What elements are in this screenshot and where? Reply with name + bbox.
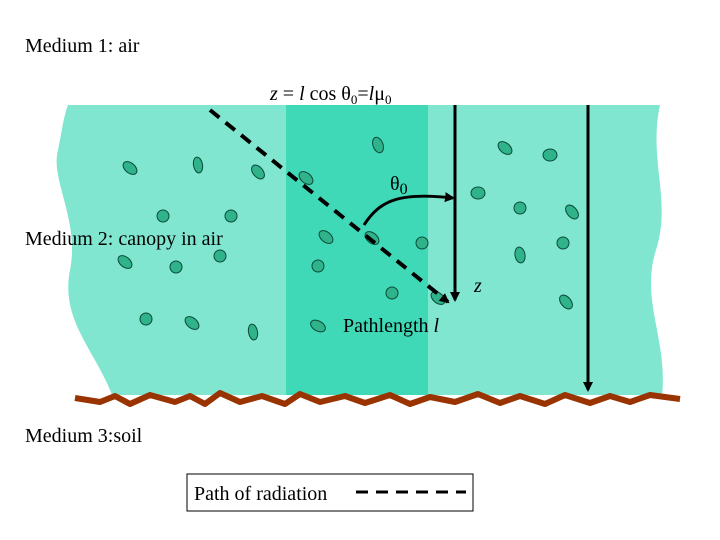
theta: θ (390, 173, 400, 195)
formula-part: = (357, 83, 368, 105)
pathlength-symbol: l (434, 315, 440, 337)
formula-part: = (278, 83, 299, 105)
formula-part: 0 (351, 92, 358, 107)
formula-part: 0 (385, 92, 392, 107)
angle-arc (362, 192, 455, 226)
soil (74, 390, 681, 407)
leaves (117, 136, 579, 341)
medium3-label: Medium 3:soil (25, 425, 143, 447)
medium2-label: Medium 2: canopy in air (25, 228, 223, 250)
formula-part: z (269, 83, 278, 105)
radiation-path (208, 108, 450, 304)
legend-text: Path of radiation (194, 483, 327, 505)
pathlength-text: Pathlength (343, 315, 434, 337)
theta-label: θ0 (390, 173, 408, 198)
z-label: z (473, 275, 482, 297)
formula-part: l (369, 83, 375, 105)
formula-part: cos θ (305, 83, 351, 105)
sunlit-strip (286, 105, 428, 395)
formula-part: μ (374, 83, 385, 105)
formula: z = l cos θ0=lμ0 (269, 83, 391, 107)
formula-part: l (299, 83, 305, 105)
legend: Path of radiation (186, 473, 474, 512)
medium1-label: Medium 1: air (25, 35, 140, 57)
pathlength-label: Pathlength l (343, 315, 440, 337)
theta-sub: 0 (400, 181, 408, 198)
